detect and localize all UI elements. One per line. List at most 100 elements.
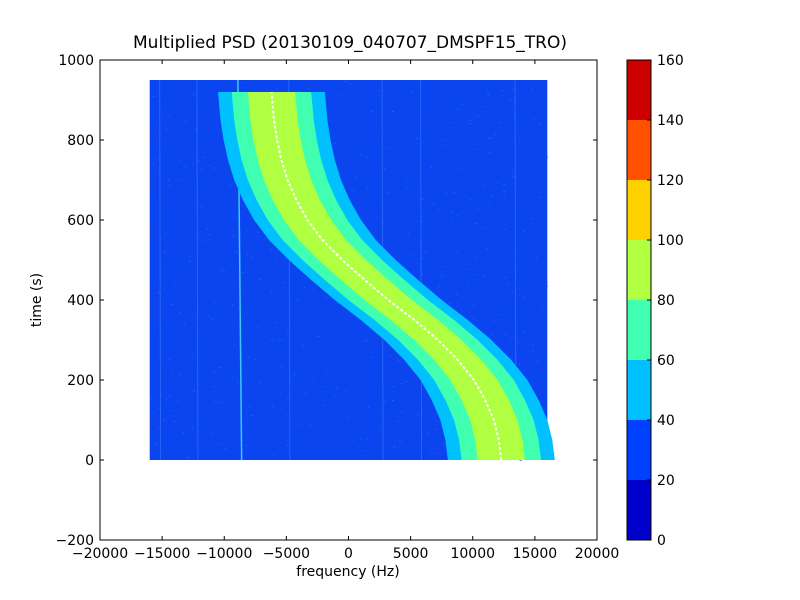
noise-speckle: [229, 184, 232, 186]
noise-speckle: [412, 118, 415, 120]
noise-speckle: [169, 410, 172, 412]
noise-speckle: [473, 116, 476, 118]
noise-speckle: [416, 387, 419, 389]
noise-speckle: [185, 166, 188, 167]
noise-speckle: [380, 213, 383, 215]
noise-speckle: [235, 217, 238, 219]
noise-speckle: [438, 209, 441, 211]
noise-speckle: [401, 411, 404, 413]
noise-speckle: [479, 317, 482, 319]
noise-speckle: [371, 357, 374, 359]
noise-speckle: [180, 179, 183, 181]
noise-speckle: [365, 156, 368, 158]
noise-speckle: [218, 367, 221, 368]
noise-speckle: [304, 343, 307, 345]
noise-speckle: [391, 111, 394, 112]
noise-speckle: [181, 337, 184, 339]
noise-speckle: [497, 324, 500, 326]
noise-speckle: [469, 119, 472, 121]
noise-speckle: [545, 156, 548, 158]
noise-speckle: [432, 203, 435, 205]
noise-speckle: [237, 86, 240, 87]
noise-speckle: [366, 227, 369, 228]
noise-speckle: [378, 134, 381, 136]
noise-speckle: [402, 430, 405, 432]
noise-speckle: [247, 329, 250, 331]
noise-speckle: [340, 408, 343, 410]
noise-speckle: [535, 257, 538, 259]
noise-speckle: [168, 178, 170, 180]
noise-speckle: [506, 145, 509, 147]
x-tick-label: 15000: [513, 546, 558, 562]
noise-speckle: [378, 122, 381, 124]
noise-speckle: [353, 456, 356, 458]
noise-speckle: [397, 421, 400, 423]
noise-speckle: [308, 338, 311, 340]
noise-speckle: [194, 270, 197, 272]
noise-speckle: [445, 100, 448, 101]
noise-speckle: [255, 301, 257, 303]
noise-speckle: [450, 217, 453, 219]
noise-speckle: [184, 189, 187, 191]
noise-speckle: [223, 270, 226, 272]
noise-speckle: [264, 247, 267, 249]
noise-speckle: [503, 203, 506, 205]
noise-speckle: [189, 260, 192, 262]
noise-speckle: [523, 102, 526, 104]
noise-speckle: [179, 373, 182, 375]
noise-speckle: [360, 118, 363, 120]
noise-speckle: [511, 100, 514, 102]
noise-speckle: [388, 355, 391, 357]
noise-speckle: [251, 256, 254, 258]
noise-speckle: [544, 120, 547, 122]
noise-speckle: [289, 381, 292, 383]
noise-speckle: [536, 255, 539, 257]
noise-speckle: [513, 268, 516, 270]
noise-speckle: [386, 84, 388, 86]
noise-speckle: [218, 236, 221, 238]
noise-speckle: [357, 349, 360, 351]
noise-speckle: [360, 194, 363, 196]
noise-speckle: [385, 394, 388, 396]
noise-speckle: [153, 174, 156, 176]
noise-speckle: [535, 342, 538, 344]
noise-speckle: [346, 417, 349, 419]
noise-speckle: [233, 354, 236, 356]
noise-speckle: [265, 331, 268, 333]
noise-speckle: [456, 215, 459, 217]
noise-speckle: [307, 444, 310, 446]
noise-speckle: [397, 180, 400, 182]
noise-speckle: [523, 198, 525, 200]
noise-speckle: [352, 190, 355, 192]
noise-speckle: [345, 390, 348, 392]
noise-speckle: [336, 374, 339, 376]
noise-speckle: [182, 117, 185, 119]
noise-speckle: [441, 275, 444, 277]
colorbar-tick-label: 40: [657, 413, 675, 429]
noise-speckle: [182, 301, 185, 303]
noise-speckle: [414, 164, 417, 166]
noise-speckle: [495, 281, 497, 283]
noise-speckle: [279, 394, 282, 396]
x-axis-label: frequency (Hz): [296, 564, 399, 580]
noise-speckle: [519, 137, 522, 139]
noise-speckle: [470, 126, 473, 128]
noise-speckle: [211, 318, 214, 320]
noise-speckle: [511, 88, 514, 90]
colorbar-segment: [627, 300, 651, 360]
noise-speckle: [502, 292, 505, 294]
noise-speckle: [516, 188, 519, 190]
noise-speckle: [468, 145, 471, 146]
noise-speckle: [205, 228, 208, 230]
noise-speckle: [487, 94, 490, 96]
noise-speckle: [450, 211, 453, 213]
noise-speckle: [296, 299, 299, 301]
noise-speckle: [195, 314, 198, 316]
noise-speckle: [183, 97, 186, 99]
noise-speckle: [170, 304, 173, 305]
noise-speckle: [370, 110, 373, 112]
noise-speckle: [444, 266, 447, 267]
noise-speckle: [435, 138, 438, 140]
noise-speckle: [322, 313, 325, 315]
noise-speckle: [367, 407, 370, 408]
